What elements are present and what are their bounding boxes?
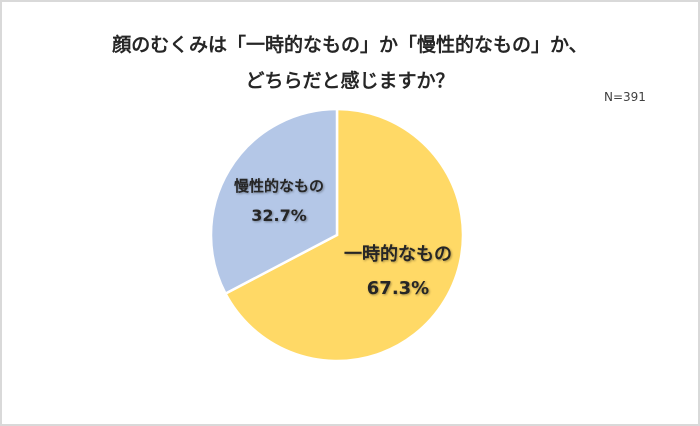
chart-title-line2: どちらだと感じますか？ [245,70,455,92]
slice-name-chronic: 慢性的なもの [233,177,324,195]
sample-size-label: N=391 [604,90,646,104]
slice-label-chronic: 慢性的なもの 32.7% [224,175,334,225]
chart-title-line1: 顔のむくみは「一時的なもの」か「慢性的なもの」か、 [112,34,588,56]
pie-slice-chronic [209,107,339,296]
slice-percent-temporary: 67.3% [366,278,430,299]
pie-slice-temporary [223,107,465,363]
slice-label-temporary: 一時的なもの 67.3% [336,240,460,299]
slice-percent-chronic: 32.7% [251,206,307,225]
slice-name-temporary: 一時的なもの [344,244,452,265]
